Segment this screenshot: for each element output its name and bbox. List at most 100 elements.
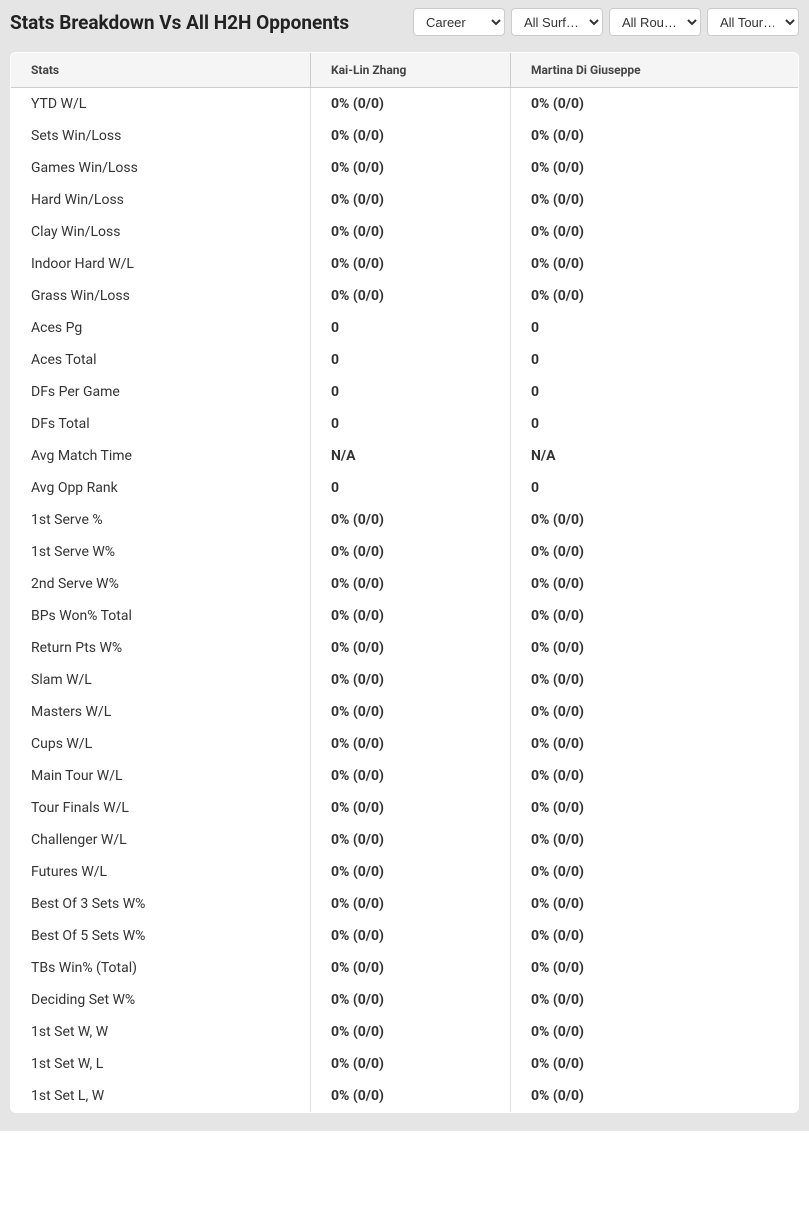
stat-value-player2: 0% (0/0) [511, 728, 799, 760]
stat-label: Indoor Hard W/L [11, 248, 311, 280]
table-row: 1st Set W, W0% (0/0)0% (0/0) [11, 1016, 799, 1048]
table-row: Hard Win/Loss0% (0/0)0% (0/0) [11, 184, 799, 216]
stat-label: Clay Win/Loss [11, 216, 311, 248]
stat-label: Cups W/L [11, 728, 311, 760]
stat-value-player1: 0% (0/0) [311, 184, 511, 216]
stat-value-player2: 0% (0/0) [511, 1048, 799, 1080]
stat-value-player2: 0% (0/0) [511, 600, 799, 632]
stat-value-player2: 0% (0/0) [511, 88, 799, 121]
stat-label: Hard Win/Loss [11, 184, 311, 216]
table-row: Indoor Hard W/L0% (0/0)0% (0/0) [11, 248, 799, 280]
stat-value-player1: 0% (0/0) [311, 280, 511, 312]
stat-value-player2: N/A [511, 440, 799, 472]
stat-label: Challenger W/L [11, 824, 311, 856]
filter-tournament-select[interactable]: All Tour… [707, 8, 799, 36]
table-row: DFs Per Game00 [11, 376, 799, 408]
stat-label: Slam W/L [11, 664, 311, 696]
stat-label: 2nd Serve W% [11, 568, 311, 600]
table-row: 1st Set W, L0% (0/0)0% (0/0) [11, 1048, 799, 1080]
stat-value-player1: 0% (0/0) [311, 728, 511, 760]
table-row: Tour Finals W/L0% (0/0)0% (0/0) [11, 792, 799, 824]
table-row: Futures W/L0% (0/0)0% (0/0) [11, 856, 799, 888]
stat-value-player1: 0% (0/0) [311, 760, 511, 792]
stat-value-player1: 0% (0/0) [311, 632, 511, 664]
stat-label: Sets Win/Loss [11, 120, 311, 152]
stat-label: 1st Serve W% [11, 536, 311, 568]
stat-value-player2: 0% (0/0) [511, 984, 799, 1016]
stat-value-player2: 0% (0/0) [511, 120, 799, 152]
table-row: Masters W/L0% (0/0)0% (0/0) [11, 696, 799, 728]
stat-value-player1: 0% (0/0) [311, 504, 511, 536]
stat-value-player1: 0% (0/0) [311, 600, 511, 632]
table-row: Grass Win/Loss0% (0/0)0% (0/0) [11, 280, 799, 312]
table-row: 1st Serve %0% (0/0)0% (0/0) [11, 504, 799, 536]
stat-label: Avg Opp Rank [11, 472, 311, 504]
stat-value-player1: 0% (0/0) [311, 856, 511, 888]
stat-value-player2: 0% (0/0) [511, 824, 799, 856]
stat-value-player1: 0% (0/0) [311, 536, 511, 568]
stat-value-player2: 0% (0/0) [511, 1016, 799, 1048]
stat-value-player1: 0% (0/0) [311, 664, 511, 696]
table-row: 1st Serve W%0% (0/0)0% (0/0) [11, 536, 799, 568]
stat-label: Return Pts W% [11, 632, 311, 664]
stat-value-player1: 0 [311, 472, 511, 504]
stat-label: Grass Win/Loss [11, 280, 311, 312]
stat-value-player1: 0% (0/0) [311, 984, 511, 1016]
stat-label: 1st Set W, W [11, 1016, 311, 1048]
stat-value-player1: 0% (0/0) [311, 1080, 511, 1113]
stat-label: 1st Set L, W [11, 1080, 311, 1113]
stat-value-player2: 0% (0/0) [511, 632, 799, 664]
stat-value-player2: 0% (0/0) [511, 536, 799, 568]
filter-career-select[interactable]: Career [413, 8, 505, 36]
stat-value-player1: 0 [311, 344, 511, 376]
stat-value-player1: 0 [311, 312, 511, 344]
stat-value-player1: 0% (0/0) [311, 1016, 511, 1048]
stat-value-player2: 0% (0/0) [511, 152, 799, 184]
stat-value-player2: 0% (0/0) [511, 248, 799, 280]
stat-value-player2: 0 [511, 312, 799, 344]
filter-group: Career All Surf… All Rou… All Tour… [413, 8, 799, 36]
column-header-player1: Kai-Lin Zhang [311, 53, 511, 88]
stat-value-player1: 0% (0/0) [311, 824, 511, 856]
column-header-stats: Stats [11, 53, 311, 88]
stat-label: BPs Won% Total [11, 600, 311, 632]
stat-label: Avg Match Time [11, 440, 311, 472]
table-row: Sets Win/Loss0% (0/0)0% (0/0) [11, 120, 799, 152]
stat-value-player2: 0 [511, 408, 799, 440]
table-row: Best Of 3 Sets W%0% (0/0)0% (0/0) [11, 888, 799, 920]
stat-label: Deciding Set W% [11, 984, 311, 1016]
stat-value-player1: 0% (0/0) [311, 568, 511, 600]
stat-label: Games Win/Loss [11, 152, 311, 184]
table-body: YTD W/L0% (0/0)0% (0/0)Sets Win/Loss0% (… [11, 88, 799, 1113]
table-row: DFs Total00 [11, 408, 799, 440]
stat-label: Tour Finals W/L [11, 792, 311, 824]
stat-label: Best Of 5 Sets W% [11, 920, 311, 952]
page-title: Stats Breakdown Vs All H2H Opponents [10, 11, 349, 34]
table-row: BPs Won% Total0% (0/0)0% (0/0) [11, 600, 799, 632]
stat-value-player1: 0 [311, 408, 511, 440]
table-row: Challenger W/L0% (0/0)0% (0/0) [11, 824, 799, 856]
stat-value-player1: 0% (0/0) [311, 888, 511, 920]
stat-value-player2: 0% (0/0) [511, 216, 799, 248]
table-row: Return Pts W%0% (0/0)0% (0/0) [11, 632, 799, 664]
stat-label: DFs Per Game [11, 376, 311, 408]
stat-value-player1: N/A [311, 440, 511, 472]
filter-surface-select[interactable]: All Surf… [511, 8, 603, 36]
stat-value-player2: 0 [511, 344, 799, 376]
table-row: 2nd Serve W%0% (0/0)0% (0/0) [11, 568, 799, 600]
stat-value-player2: 0% (0/0) [511, 856, 799, 888]
table-row: Best Of 5 Sets W%0% (0/0)0% (0/0) [11, 920, 799, 952]
stat-value-player2: 0% (0/0) [511, 920, 799, 952]
table-row: Slam W/L0% (0/0)0% (0/0) [11, 664, 799, 696]
table-row: Avg Match TimeN/AN/A [11, 440, 799, 472]
filter-round-select[interactable]: All Rou… [609, 8, 701, 36]
stat-value-player1: 0 [311, 376, 511, 408]
stats-table: Stats Kai-Lin Zhang Martina Di Giuseppe … [10, 52, 799, 1113]
stat-label: Masters W/L [11, 696, 311, 728]
table-row: Clay Win/Loss0% (0/0)0% (0/0) [11, 216, 799, 248]
table-row: Aces Total00 [11, 344, 799, 376]
table-row: Aces Pg00 [11, 312, 799, 344]
column-header-player2: Martina Di Giuseppe [511, 53, 799, 88]
stat-label: DFs Total [11, 408, 311, 440]
stat-value-player2: 0% (0/0) [511, 792, 799, 824]
